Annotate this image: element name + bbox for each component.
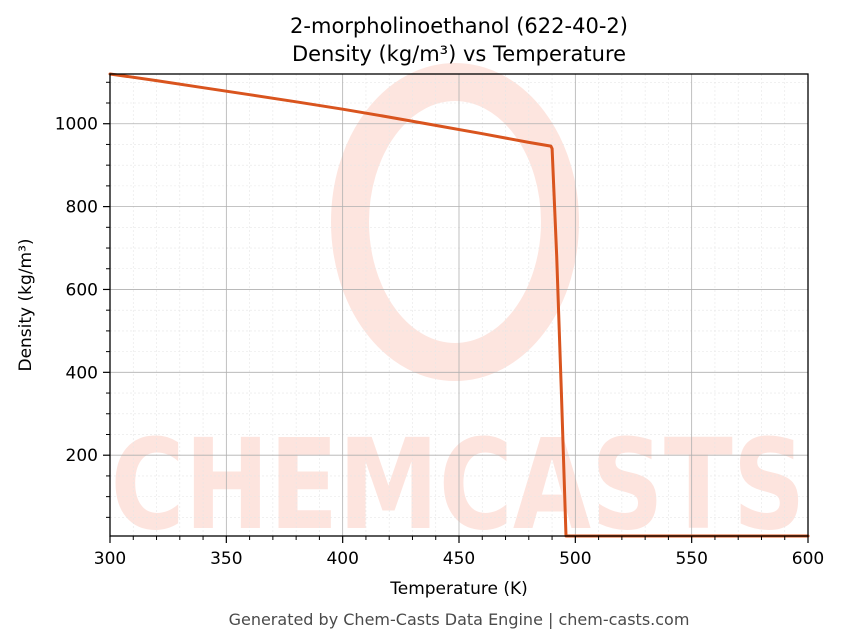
y-tick-labels: 200 400 600 800 1000 [55,115,98,466]
x-tick-label: 550 [675,549,707,569]
y-tick-label: 800 [66,198,98,218]
axis-ticks [103,81,809,543]
chart-title: 2-morpholinoethanol (622-40-2) [290,14,628,38]
x-tick-label: 300 [94,549,126,569]
chemcasts-watermark: CHEMCASTS [111,63,806,558]
y-tick-label: 1000 [55,115,98,135]
chart-subtitle: Density (kg/m³) vs Temperature [292,42,626,66]
footer-credit: Generated by Chem-Casts Data Engine | ch… [229,610,690,629]
x-tick-label: 450 [443,549,475,569]
x-tick-label: 600 [792,549,824,569]
x-tick-labels: 300 350 400 450 500 550 600 [94,549,824,569]
x-tick-label: 400 [326,549,358,569]
x-tick-label: 500 [559,549,591,569]
y-tick-label: 600 [66,280,98,300]
x-tick-label: 350 [210,549,242,569]
x-axis-label: Temperature (K) [389,579,528,599]
y-axis-label: Density (kg/m³) [16,238,36,371]
y-tick-label: 200 [66,446,98,466]
y-tick-label: 400 [66,363,98,383]
